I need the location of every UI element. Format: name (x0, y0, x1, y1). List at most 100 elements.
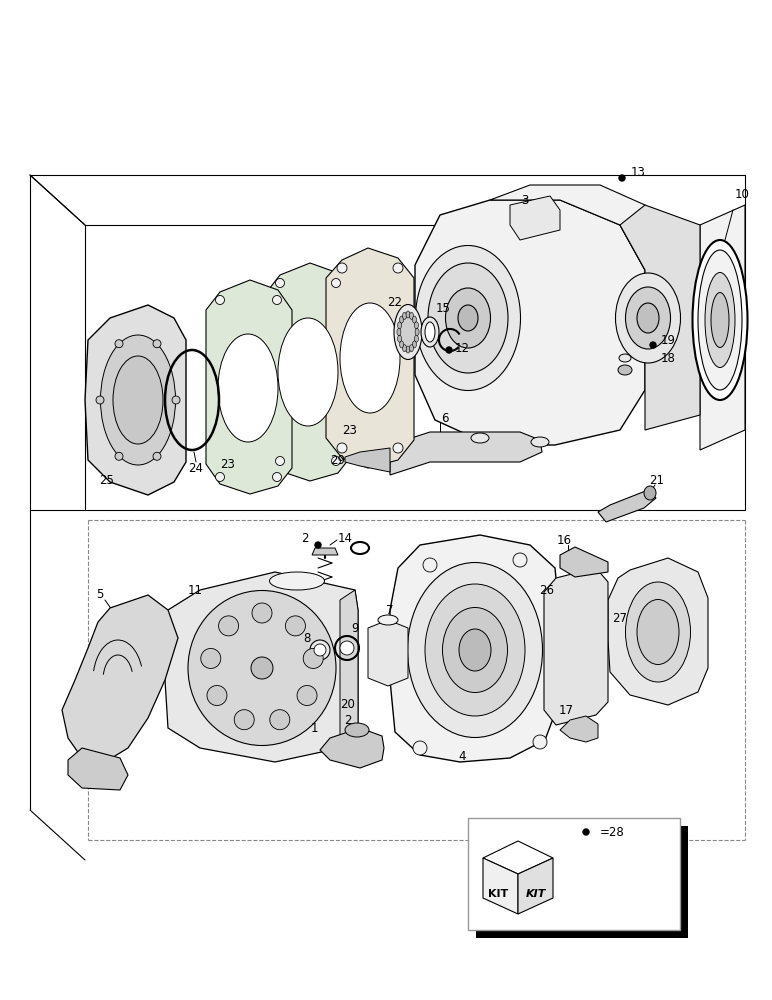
Polygon shape (326, 248, 414, 468)
Text: 26: 26 (540, 584, 554, 596)
Text: 10: 10 (735, 188, 750, 202)
Ellipse shape (201, 648, 221, 668)
Ellipse shape (378, 615, 398, 625)
Circle shape (650, 342, 656, 348)
Ellipse shape (100, 335, 175, 465)
Ellipse shape (402, 345, 407, 352)
Ellipse shape (215, 296, 225, 304)
Text: 3: 3 (521, 194, 529, 207)
Ellipse shape (421, 317, 439, 347)
Ellipse shape (115, 452, 123, 460)
Ellipse shape (413, 741, 427, 755)
Text: 9: 9 (351, 621, 359, 635)
Ellipse shape (276, 278, 285, 288)
Ellipse shape (425, 322, 435, 342)
Polygon shape (165, 572, 358, 762)
Ellipse shape (406, 311, 410, 318)
Ellipse shape (314, 644, 326, 656)
Text: 2: 2 (301, 532, 309, 544)
Text: 4: 4 (459, 750, 466, 762)
Polygon shape (700, 205, 745, 450)
Text: 5: 5 (96, 588, 103, 601)
Polygon shape (560, 547, 608, 577)
Ellipse shape (96, 396, 104, 404)
Ellipse shape (337, 263, 347, 273)
Ellipse shape (412, 341, 416, 348)
Polygon shape (560, 716, 598, 742)
Ellipse shape (399, 313, 417, 351)
Ellipse shape (409, 345, 414, 352)
Ellipse shape (310, 640, 330, 660)
Ellipse shape (273, 296, 282, 304)
Ellipse shape (531, 437, 549, 447)
Polygon shape (483, 858, 518, 914)
Polygon shape (544, 568, 608, 725)
Text: 16: 16 (557, 534, 571, 546)
Polygon shape (490, 185, 645, 270)
Ellipse shape (711, 292, 729, 348)
Ellipse shape (286, 616, 306, 636)
Ellipse shape (331, 456, 340, 466)
Ellipse shape (415, 335, 418, 342)
Polygon shape (518, 858, 553, 914)
Ellipse shape (409, 312, 414, 319)
Ellipse shape (618, 365, 632, 375)
Ellipse shape (445, 288, 490, 348)
Text: 2: 2 (344, 714, 352, 726)
Ellipse shape (400, 341, 404, 348)
Text: 18: 18 (661, 352, 676, 364)
Ellipse shape (340, 303, 400, 413)
Ellipse shape (698, 250, 742, 390)
Ellipse shape (637, 599, 679, 664)
Polygon shape (85, 305, 186, 495)
Ellipse shape (425, 584, 525, 716)
Circle shape (446, 347, 452, 353)
Text: 21: 21 (649, 474, 665, 487)
Ellipse shape (276, 456, 285, 466)
Polygon shape (368, 620, 408, 686)
Text: 24: 24 (188, 462, 204, 475)
Ellipse shape (251, 657, 273, 679)
Polygon shape (483, 841, 553, 874)
Ellipse shape (393, 263, 403, 273)
Ellipse shape (412, 316, 416, 323)
Polygon shape (340, 590, 358, 748)
Ellipse shape (218, 616, 239, 636)
Ellipse shape (423, 558, 437, 572)
Circle shape (315, 542, 321, 548)
Polygon shape (320, 728, 384, 768)
Ellipse shape (513, 553, 527, 567)
Text: 1: 1 (310, 722, 318, 734)
Text: 12: 12 (455, 342, 469, 355)
Text: 27: 27 (612, 611, 628, 624)
Ellipse shape (533, 735, 547, 749)
Ellipse shape (458, 305, 478, 331)
Ellipse shape (625, 582, 690, 682)
Text: 6: 6 (442, 412, 449, 424)
Ellipse shape (115, 340, 123, 348)
Ellipse shape (705, 272, 735, 367)
Polygon shape (266, 263, 352, 481)
Polygon shape (68, 748, 128, 790)
Text: 14: 14 (337, 532, 353, 544)
Text: 25: 25 (100, 474, 114, 487)
Ellipse shape (297, 686, 317, 706)
Ellipse shape (337, 443, 347, 453)
Ellipse shape (234, 710, 254, 730)
Text: KIT: KIT (488, 889, 508, 899)
Polygon shape (415, 200, 645, 445)
Text: =28: =28 (600, 826, 625, 838)
Ellipse shape (406, 346, 410, 353)
Text: 8: 8 (303, 632, 310, 645)
Bar (476, 826, 688, 938)
Polygon shape (390, 535, 560, 762)
Ellipse shape (415, 322, 418, 329)
Text: 13: 13 (631, 165, 645, 178)
Bar (468, 818, 680, 930)
Ellipse shape (345, 723, 369, 737)
Text: 29: 29 (330, 454, 346, 466)
Polygon shape (390, 432, 542, 475)
Polygon shape (608, 558, 708, 705)
Ellipse shape (252, 603, 272, 623)
Ellipse shape (471, 433, 489, 443)
